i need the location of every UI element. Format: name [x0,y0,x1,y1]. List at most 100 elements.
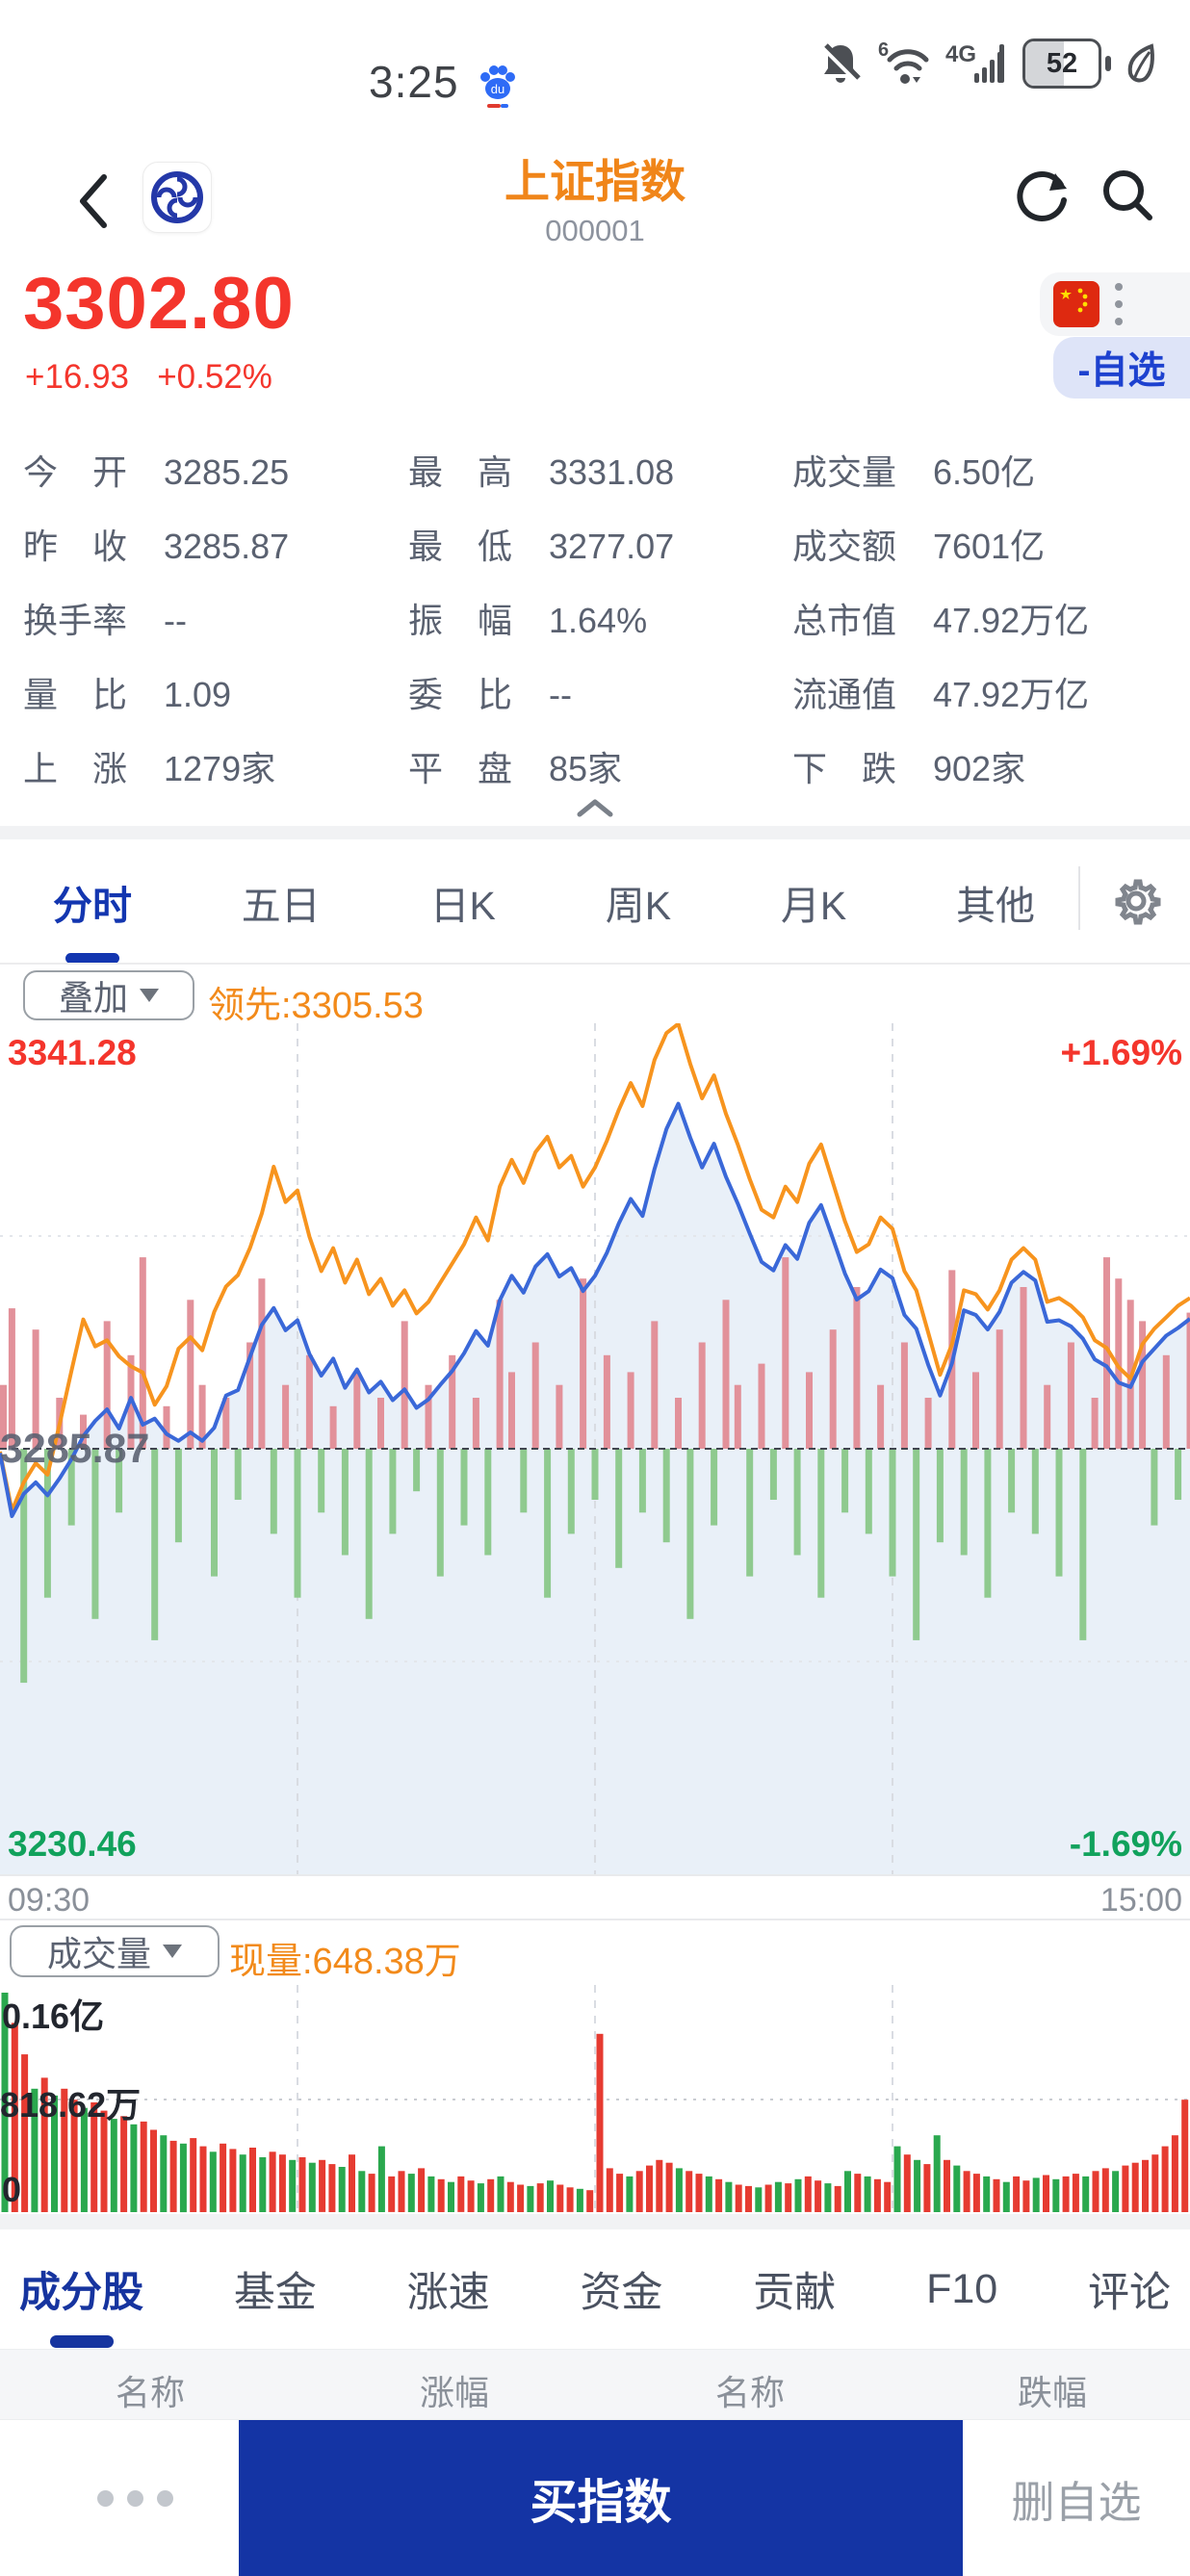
price-change: +16.93 +0.52% [25,358,272,397]
tab-speed[interactable]: 涨速 [407,2259,490,2319]
search-icon[interactable] [1098,166,1157,225]
tab-weekly-k[interactable]: 周K [606,873,671,931]
tab-label: 贡献 [753,2270,837,2316]
current-price: 3302.80 [23,263,295,345]
page-title: 上证指数 [504,156,686,207]
volume-chart-canvas[interactable] [0,1985,1190,2214]
stat-value: -- [549,675,572,714]
stat-label: 成交量 [792,452,897,492]
tab-label: 基金 [233,2270,317,2316]
battery-percent: 52 [1046,47,1078,79]
time-axis: 09:30 15:00 [0,1874,1190,1920]
tab-label: 成分股 [19,2270,143,2316]
power-saving-leaf-icon [1126,42,1155,85]
stat-value: -- [164,601,187,640]
delete-watchlist-label: 删自选 [1011,2478,1142,2527]
tab-label: 月K [780,884,847,928]
delete-watchlist-button[interactable]: 删自选 [963,2420,1190,2576]
volume-max-label: 0.16亿 [2,1996,105,2036]
col-name-right: 名称 [714,2373,786,2412]
leading-value-label: 领先:3305.53 [208,986,424,1026]
baidu-paw-icon: du [478,60,518,110]
tab-other[interactable]: 其他 [956,873,1035,931]
index-line [0,1101,1190,1518]
tab-label: 日K [429,884,496,928]
current-volume-label: 现量:648.38万 [229,1942,461,1982]
tab-label: 五日 [241,884,321,928]
buy-index-button[interactable]: 买指数 [239,2420,963,2576]
stat-value: 85家 [549,749,623,788]
tab-comments[interactable]: 评论 [1088,2259,1171,2319]
stat-value: 1279家 [164,749,276,788]
stat-value: 1.09 [164,675,232,714]
tab-label: 评论 [1087,2270,1171,2316]
volume-dropdown-label: 成交量 [46,1934,151,1973]
change-percent: +0.52% [157,358,272,396]
overlay-dropdown[interactable]: 叠加 [23,970,194,1020]
tab-divider [1078,866,1080,930]
battery-nub [1105,56,1111,71]
stat-label: 最 高 [408,452,513,492]
stat-label: 流通值 [792,675,897,714]
stat-label: 振 幅 [408,601,513,640]
tab-capital[interactable]: 资金 [580,2259,662,2319]
more-actions-button[interactable] [58,2420,212,2576]
col-loss: 跌幅 [1017,2373,1088,2412]
prev-close-label: 3285.87 [0,1426,150,1472]
stat-label: 平 盘 [408,749,513,788]
time-start-label: 09:30 [8,1882,91,1919]
stat-value: 902家 [933,749,1026,788]
stat-value: 3331.08 [549,452,675,492]
stat-value: 3285.25 [164,452,290,492]
volume-zero-label: 0 [2,2170,22,2209]
stat-label: 总市值 [792,601,897,640]
wifi-6-icon: 6 [876,40,930,87]
tab-label: 周K [605,884,672,928]
status-icons: 6 4G 52 [820,39,1155,89]
status-time: 3:25 [369,57,459,107]
stat-label: 换手率 [23,601,128,640]
chart-low-label: 3230.46 [8,1824,137,1864]
stat-value: 6.50亿 [933,452,1036,492]
gear-icon[interactable] [1109,874,1163,928]
intraday-chart-canvas[interactable] [0,1023,1190,1874]
col-gain: 涨幅 [419,2373,490,2412]
4g-signal-icon: 4G [945,40,1007,87]
volume-indicator-dropdown[interactable]: 成交量 [10,1925,220,1977]
stat-value: 3285.87 [164,527,290,566]
tab-5day[interactable]: 五日 [242,873,321,931]
stat-label: 最 低 [408,527,513,566]
tab-label: 涨速 [406,2270,490,2316]
tab-label: 其他 [955,884,1035,928]
collapse-chevron-icon[interactable] [576,797,614,818]
app-logo-swirl [142,162,212,233]
period-tab-bar: 分时 五日 日K 周K 月K 其他 [0,839,1088,965]
chart-high-pct-label: +1.69% [1060,1033,1182,1072]
tab-funds[interactable]: 基金 [234,2259,317,2319]
stat-label: 量 比 [23,675,128,714]
tab-monthly-k[interactable]: 月K [781,873,846,931]
refresh-icon[interactable] [1013,166,1073,225]
stock-code: 000001 [545,214,645,247]
stat-value: 7601亿 [933,527,1046,566]
intraday-chart[interactable]: 3341.28 +1.69% 3285.87 3230.46 -1.69% [0,1023,1190,1874]
svg-text:4G: 4G [945,41,976,67]
back-button[interactable] [75,171,110,231]
more-vertical-icon[interactable] [1113,279,1125,329]
market-flag-button[interactable] [1040,272,1190,336]
watchlist-label: -自选 [1077,350,1166,392]
tab-constituents[interactable]: 成分股 [19,2259,143,2348]
stat-label: 昨 收 [23,527,128,566]
tab-contribution[interactable]: 贡献 [753,2259,836,2319]
tab-daily-k[interactable]: 日K [430,873,496,931]
stat-label: 今 开 [23,452,128,492]
chart-high-label: 3341.28 [8,1033,137,1072]
stat-label: 下 跌 [792,749,897,788]
tab-f10[interactable]: F10 [926,2266,997,2313]
stat-value: 1.64% [549,601,648,640]
remove-from-watchlist-button[interactable]: -自选 [1053,337,1190,399]
tab-minute[interactable]: 分时 [53,873,132,964]
volume-chart[interactable]: 0.16亿 818.62万 0 [0,1985,1190,2214]
tab-label: F10 [926,2265,998,2312]
detail-tab-bar: 成分股 基金 涨速 资金 贡献 F10 评论 [0,2229,1190,2349]
